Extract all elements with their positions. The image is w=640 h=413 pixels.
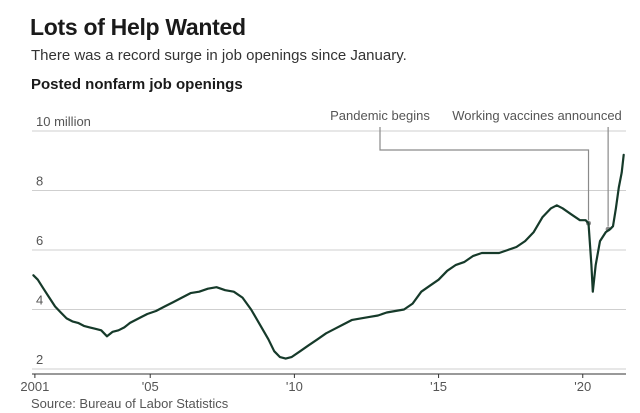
annotation-leader bbox=[379, 127, 590, 221]
x-tick-label: 2001 bbox=[20, 379, 49, 394]
annotation-label: Pandemic begins bbox=[330, 108, 430, 123]
y-tick-label: 10 million bbox=[36, 114, 91, 129]
y-tick-label: 2 bbox=[36, 352, 43, 367]
x-tick-label: '05 bbox=[142, 379, 159, 394]
series-line bbox=[32, 153, 625, 360]
chart-label: Posted nonfarm job openings bbox=[31, 76, 243, 93]
y-tick-label: 4 bbox=[36, 293, 43, 308]
annotation-label: Working vaccines announced bbox=[452, 108, 622, 123]
x-tick-label: '20 bbox=[574, 379, 591, 394]
chart-subtitle: There was a record surge in job openings… bbox=[31, 47, 407, 64]
chart-title: Lots of Help Wanted bbox=[30, 14, 246, 40]
y-tick-label: 8 bbox=[36, 173, 43, 188]
source-note: Source: Bureau of Labor Statistics bbox=[31, 396, 229, 411]
y-tick-labels: 2 4 6 8 10 million bbox=[36, 114, 91, 367]
x-tick-label: '10 bbox=[286, 379, 303, 394]
grid-lines bbox=[32, 130, 626, 370]
annotations: Pandemic begins Working vaccines announce… bbox=[330, 108, 622, 232]
data-series bbox=[32, 153, 625, 360]
y-tick-label: 6 bbox=[36, 233, 43, 248]
x-axis: 2001 '05 '10 '15 '20 bbox=[20, 373, 626, 394]
x-tick-label: '15 bbox=[430, 379, 447, 394]
